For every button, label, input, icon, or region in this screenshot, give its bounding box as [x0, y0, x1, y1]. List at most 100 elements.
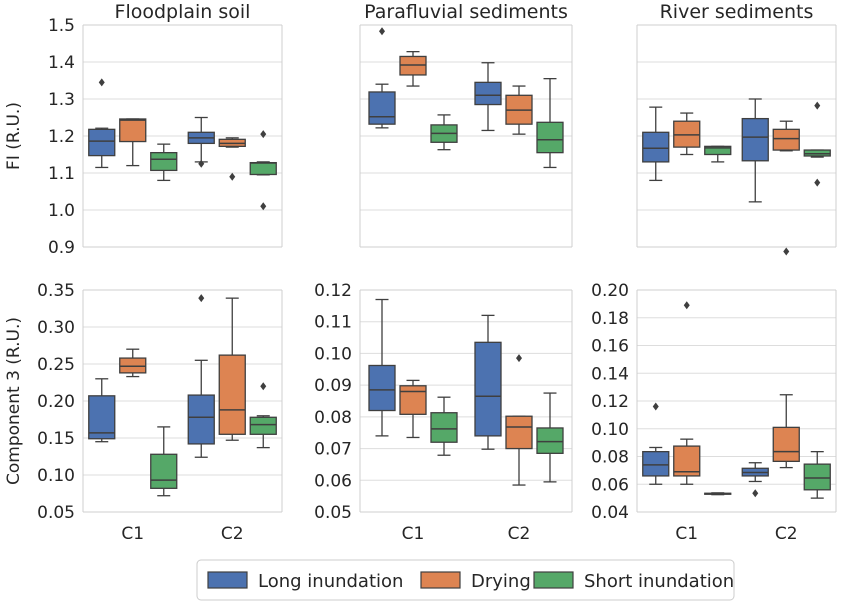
panel-title: Floodplain soil [115, 1, 251, 23]
y-tick-label: 1.4 [48, 53, 75, 73]
outlier-point [516, 354, 522, 363]
y-tick-label: 0.9 [48, 238, 75, 258]
outlier-point [683, 301, 690, 310]
box-long-inundation [741, 98, 769, 203]
y-tick-label: 0.09 [314, 376, 352, 396]
y-tick-label: 0.10 [314, 344, 352, 364]
box-iqr [430, 412, 458, 443]
x-tick-label: C2 [221, 524, 244, 544]
y-tick-label: 0.11 [314, 313, 352, 333]
box-short-inundation [803, 101, 831, 187]
box-drying [772, 394, 800, 469]
outlier-point [379, 27, 385, 36]
box-long-inundation [88, 78, 116, 169]
x-tick-label: C1 [121, 524, 144, 544]
legend: Long inundation Drying Short inundation [196, 559, 735, 601]
y-tick-label: 0.10 [591, 420, 629, 440]
y-axis-label: Component 3 (R.U.) [4, 317, 24, 485]
x-tick-label: C2 [508, 524, 531, 544]
y-tick-label: 0.16 [591, 337, 629, 357]
box-drying [505, 354, 533, 486]
box-drying [119, 118, 147, 167]
box-iqr [187, 394, 215, 445]
box-iqr [88, 395, 116, 440]
box-short-inundation [249, 382, 277, 449]
box-iqr [704, 145, 732, 156]
x-tick-label: C2 [775, 524, 798, 544]
outlier-point [260, 130, 267, 139]
box-drying [399, 50, 427, 87]
y-tick-label: 1.5 [48, 16, 75, 36]
y-tick-label: 0.06 [591, 475, 629, 495]
y-tick-label: 0.05 [314, 503, 352, 523]
outlier-point [652, 402, 659, 411]
box-iqr [505, 415, 533, 450]
box-iqr [772, 426, 800, 463]
panel-2: River sediments [636, 1, 837, 256]
outlier-point [260, 202, 267, 211]
box-short-inundation [704, 145, 732, 163]
box-iqr [536, 427, 564, 454]
box-drying [673, 112, 701, 156]
y-tick-label: 0.20 [37, 392, 75, 412]
box-short-inundation [803, 450, 831, 499]
outlier-point [814, 101, 821, 110]
legend-swatch [420, 571, 461, 589]
y-tick-label: 1.1 [48, 164, 75, 184]
box-long-inundation [187, 294, 215, 458]
panel-4: 0.05 0.06 0.07 0.08 0.09 0.10 0.11 0.12 C1 C2 [314, 281, 573, 544]
box-short-inundation [150, 426, 178, 497]
x-tick-label: C1 [402, 524, 425, 544]
legend-label: Short inundation [584, 571, 734, 592]
legend-label: Drying [471, 571, 531, 592]
y-tick-label: 0.04 [591, 503, 629, 523]
box-long-inundation [642, 402, 670, 485]
y-tick-label: 0.08 [591, 448, 629, 468]
box-short-inundation [536, 392, 564, 483]
y-tick-label: 1.0 [48, 201, 75, 221]
box-long-inundation [368, 27, 396, 129]
panel-title: River sediments [660, 1, 814, 23]
box-short-inundation [249, 130, 277, 211]
box-short-inundation [150, 143, 178, 182]
outlier-point [98, 78, 105, 87]
y-tick-label: 0.18 [591, 309, 629, 329]
panel-title: Parafluvial sediments [364, 1, 568, 23]
box-iqr [150, 151, 178, 172]
box-iqr [249, 161, 277, 176]
y-tick-label: 0.06 [314, 471, 352, 491]
y-tick-label: 0.30 [37, 318, 75, 338]
box-iqr [642, 131, 670, 163]
legend-frame [196, 559, 735, 601]
box-long-inundation [88, 378, 116, 443]
y-tick-label: 0.20 [591, 281, 629, 301]
y-tick-label: 0.12 [314, 281, 352, 301]
box-long-inundation [642, 106, 670, 182]
box-long-inundation [474, 62, 502, 132]
box-iqr [368, 364, 396, 412]
box-iqr [88, 128, 116, 157]
box-iqr [249, 416, 277, 435]
box-iqr [772, 128, 800, 151]
box-iqr [642, 450, 670, 477]
box-drying [119, 348, 147, 378]
box-iqr [399, 385, 427, 415]
y-tick-label: 0.05 [37, 503, 75, 523]
panel-3: 0.05 0.10 0.15 0.20 0.25 0.30 0.35 C1 C2 [37, 281, 283, 544]
legend-label: Long inundation [258, 571, 403, 592]
outlier-point [752, 489, 759, 498]
y-axis-label: FI (R.U.) [4, 102, 24, 170]
outlier-point [198, 294, 205, 303]
box-short-inundation [430, 114, 458, 151]
y-tick-label: 0.07 [314, 440, 352, 460]
box-drying [505, 85, 533, 135]
x-tick-label: C1 [675, 524, 698, 544]
outlier-point [229, 172, 236, 181]
box-drying [218, 137, 246, 181]
y-tick-label: 0.15 [37, 429, 75, 449]
box-iqr [474, 81, 502, 106]
outlier-point [814, 178, 821, 187]
box-iqr [741, 117, 769, 162]
box-iqr [474, 341, 502, 437]
